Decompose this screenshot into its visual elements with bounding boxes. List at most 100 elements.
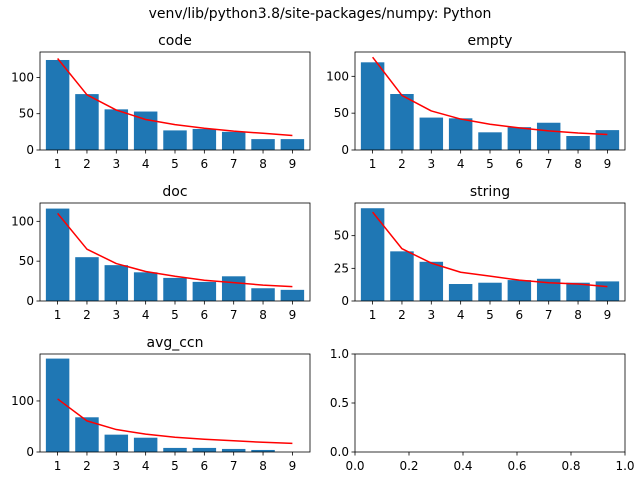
fit-line	[57, 212, 293, 288]
y-tick-label: 50	[19, 107, 34, 121]
x-tick-label: 2	[83, 308, 91, 322]
bar	[390, 251, 414, 301]
x-tick-label: 0.8	[561, 459, 580, 473]
bar	[163, 447, 187, 452]
bar	[478, 132, 502, 150]
y-tick-label: 0.0	[330, 445, 349, 459]
y-tick-label: 0.5	[330, 396, 349, 410]
x-tick-label: 5	[171, 308, 179, 322]
bar	[75, 417, 99, 452]
x-tick-label: 5	[171, 157, 179, 171]
x-tick-label: 2	[83, 157, 91, 171]
bar	[45, 59, 70, 150]
bar	[133, 437, 158, 452]
bar	[280, 139, 305, 150]
x-tick-label: 2	[398, 308, 406, 322]
axes-frame	[39, 51, 311, 151]
y-tick-label: 0	[26, 445, 34, 459]
y-tick-label: 50	[334, 229, 349, 243]
x-tick-label: 8	[574, 157, 582, 171]
x-tick-label: 1	[54, 157, 62, 171]
fit-line	[57, 58, 293, 137]
bar	[390, 94, 414, 150]
subplot-code: 1 2 3 4 5 6 7 8 9 0 50 100 code	[11, 33, 311, 171]
axes-frame	[39, 202, 311, 302]
figure-suptitle: venv/lib/python3.8/site-packages/numpy: …	[149, 6, 492, 22]
bar	[221, 276, 246, 301]
bar	[104, 434, 129, 452]
bar	[221, 448, 246, 452]
subplot-title: empty	[468, 33, 513, 49]
bar	[45, 208, 70, 301]
x-tick-label: 8	[259, 308, 267, 322]
subplot-title: code	[158, 33, 192, 49]
y-tick-label: 100	[11, 394, 34, 408]
subplot-doc: 1 2 3 4 5 6 7 8 9 0 50 100 doc	[11, 184, 311, 322]
y-tick-label: 50	[19, 254, 34, 268]
x-tick-label: 0.0	[345, 459, 364, 473]
y-tick-label: 1.0	[330, 347, 349, 361]
bar	[45, 358, 70, 452]
y-tick-label: 50	[334, 106, 349, 120]
axes-frame	[354, 202, 626, 302]
bar	[507, 127, 532, 150]
x-tick-label: 0.2	[399, 459, 418, 473]
bar	[419, 261, 444, 301]
x-tick-label: 4	[142, 157, 150, 171]
x-tick-label: 1.0	[615, 459, 634, 473]
bar	[595, 130, 620, 150]
y-tick-label: 100	[326, 69, 349, 83]
x-tick-label: 4	[457, 157, 465, 171]
bar	[507, 280, 532, 301]
x-tick-label: 3	[427, 308, 435, 322]
bar	[104, 265, 129, 301]
bar	[221, 131, 246, 150]
axes-frame	[354, 51, 626, 151]
bar	[104, 109, 129, 150]
x-tick-label: 9	[289, 459, 297, 473]
bar	[192, 128, 217, 150]
x-tick-label: 5	[486, 157, 494, 171]
bar	[566, 282, 590, 301]
x-tick-label: 1	[369, 157, 377, 171]
bar	[536, 122, 561, 150]
x-tick-label: 6	[201, 157, 209, 171]
x-tick-label: 3	[427, 157, 435, 171]
x-tick-label: 7	[230, 157, 238, 171]
x-tick-label: 6	[516, 157, 524, 171]
subplot-empty: 1 2 3 4 5 6 7 8 9 0 50 100 empty	[326, 33, 626, 171]
x-tick-label: 4	[142, 459, 150, 473]
x-tick-label: 7	[230, 308, 238, 322]
subplot-empty: 0.0 0.2 0.4 0.6 0.8 1.0 0.0 0.5 1.0	[330, 347, 635, 473]
x-tick-label: 1	[54, 459, 62, 473]
y-tick-label: 0	[26, 294, 34, 308]
bar	[75, 257, 99, 301]
y-tick-label: 100	[11, 70, 34, 84]
bar	[163, 277, 187, 301]
bar	[280, 289, 305, 301]
x-tick-label: 4	[457, 308, 465, 322]
y-tick-label: 0	[26, 143, 34, 157]
x-tick-label: 8	[259, 157, 267, 171]
bar	[251, 449, 275, 452]
axes-frame	[354, 353, 626, 453]
x-tick-label: 1	[369, 308, 377, 322]
x-tick-label: 9	[289, 308, 297, 322]
x-tick-label: 2	[83, 459, 91, 473]
x-tick-label: 3	[112, 459, 120, 473]
x-tick-label: 9	[604, 157, 612, 171]
x-tick-label: 3	[112, 308, 120, 322]
subplot-title: avg_ccn	[146, 335, 203, 351]
bar	[448, 284, 473, 301]
x-tick-label: 9	[604, 308, 612, 322]
subplot-title: doc	[162, 184, 187, 200]
axes-frame	[39, 353, 311, 453]
bar	[75, 94, 99, 150]
bar	[536, 278, 561, 301]
bar	[251, 139, 275, 150]
x-tick-label: 9	[289, 157, 297, 171]
bar	[478, 282, 502, 301]
